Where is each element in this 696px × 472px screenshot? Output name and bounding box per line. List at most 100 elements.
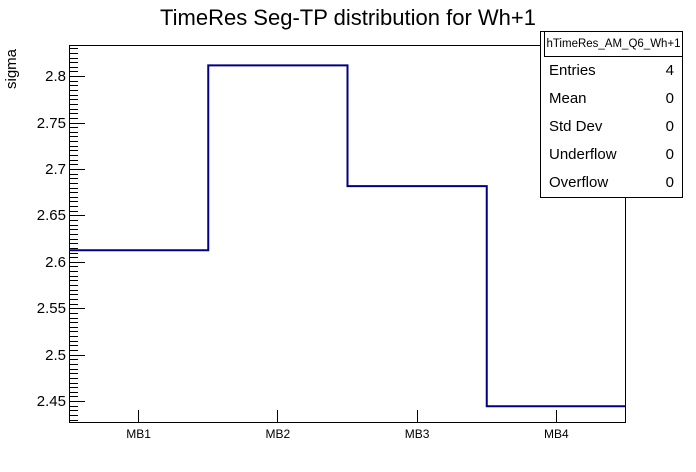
plot-frame (69, 45, 626, 423)
y-minor-tick (70, 405, 78, 407)
y-minor-tick (70, 387, 78, 389)
y-minor-tick (70, 275, 78, 277)
y-minor-tick (70, 350, 78, 352)
y-minor-tick (70, 127, 78, 129)
y-minor-tick (70, 48, 78, 50)
y-minor-tick (70, 136, 78, 138)
y-minor-tick (70, 229, 78, 231)
y-minor-tick (70, 57, 78, 59)
y-minor-tick (70, 145, 78, 147)
y-minor-tick (70, 94, 78, 96)
y-major-tick (70, 215, 85, 217)
y-minor-tick (70, 182, 78, 184)
stat-label: Mean (549, 90, 587, 107)
y-tick-label: 2.65 (36, 207, 66, 225)
y-minor-tick (70, 173, 78, 175)
y-minor-tick (70, 52, 78, 54)
stats-box: hTimeRes_AM_Q6_Wh+1 Entries 4 Mean 0 Std… (540, 31, 683, 198)
y-minor-tick (70, 391, 78, 393)
y-minor-tick (70, 396, 78, 398)
y-minor-tick (70, 373, 78, 375)
y-major-tick (70, 76, 85, 78)
y-tick-label: 2.7 (45, 160, 66, 178)
y-minor-tick (70, 131, 78, 133)
stats-row-entries: Entries 4 (541, 63, 682, 79)
y-minor-tick (70, 247, 78, 249)
y-tick-label: 2.45 (36, 393, 66, 411)
y-minor-tick (70, 206, 78, 208)
y-minor-tick (70, 66, 78, 68)
y-minor-tick (70, 289, 78, 291)
x-bin-label: MB2 (265, 427, 291, 441)
y-minor-tick (70, 113, 78, 115)
y-minor-tick (70, 71, 78, 73)
y-minor-tick (70, 159, 78, 161)
y-minor-tick (70, 90, 78, 91)
y-minor-tick (70, 317, 78, 319)
y-minor-tick (70, 419, 78, 421)
y-minor-tick (70, 382, 78, 384)
y-minor-tick (70, 266, 78, 268)
stat-value: 0 (665, 90, 674, 107)
stats-row-underflow: Underflow 0 (541, 147, 682, 163)
y-minor-tick (70, 99, 78, 101)
y-major-tick (70, 122, 85, 124)
x-bin-label: MB3 (404, 427, 430, 441)
y-minor-tick (70, 103, 78, 105)
y-minor-tick (70, 117, 78, 119)
y-tick-label: 2.6 (45, 253, 66, 271)
stats-row-stddev: Std Dev 0 (541, 119, 682, 135)
stats-rows: Entries 4 Mean 0 Std Dev 0 Underflow 0 O… (541, 57, 682, 197)
y-minor-tick (70, 80, 78, 82)
chart-title: TimeRes Seg-TP distribution for Wh+1 (160, 5, 536, 30)
x-bin-label: MB1 (126, 427, 151, 441)
stats-row-mean: Mean 0 (541, 91, 682, 107)
y-minor-tick (70, 141, 78, 143)
y-minor-tick (70, 187, 78, 189)
y-minor-tick (70, 233, 78, 235)
y-minor-tick (70, 415, 78, 417)
y-minor-tick (70, 252, 78, 254)
y-minor-tick (70, 294, 78, 296)
y-major-tick (70, 168, 85, 170)
stat-value: 0 (665, 146, 674, 163)
y-minor-tick (70, 164, 78, 166)
y-minor-tick (70, 363, 78, 365)
y-minor-tick (70, 257, 78, 259)
y-minor-tick (70, 331, 78, 333)
y-major-tick (70, 354, 85, 356)
y-minor-tick (70, 359, 78, 361)
y-minor-tick (70, 285, 78, 287)
y-tick-label: 2.75 (36, 114, 66, 132)
y-minor-tick (70, 178, 78, 180)
stat-label: Std Dev (549, 118, 603, 135)
y-minor-tick (70, 210, 78, 212)
histogram-step-line (69, 64, 626, 408)
y-minor-tick (70, 280, 78, 282)
y-major-tick (70, 308, 85, 310)
y-minor-tick (70, 238, 78, 240)
y-minor-tick (70, 196, 78, 198)
y-minor-tick (70, 243, 78, 245)
y-minor-tick (70, 336, 78, 338)
y-minor-tick (70, 322, 78, 324)
y-axis-title: sigma (3, 48, 20, 89)
y-tick-label: 2.5 (45, 346, 66, 364)
y-major-tick (70, 401, 85, 403)
histogram-plot (69, 64, 626, 408)
y-minor-tick (70, 303, 78, 305)
y-minor-tick (70, 224, 78, 226)
y-minor-tick (70, 410, 78, 412)
x-bin-tick (277, 410, 279, 423)
stat-label: Entries (549, 62, 596, 79)
y-minor-tick (70, 201, 78, 203)
stat-value: 0 (665, 118, 674, 135)
y-minor-tick (70, 312, 78, 314)
y-minor-tick (70, 377, 78, 379)
y-minor-tick (70, 220, 78, 222)
x-bin-tick (555, 410, 557, 423)
stat-label: Overflow (549, 174, 609, 191)
stat-value: 4 (665, 62, 674, 79)
stat-value: 0 (665, 174, 674, 191)
